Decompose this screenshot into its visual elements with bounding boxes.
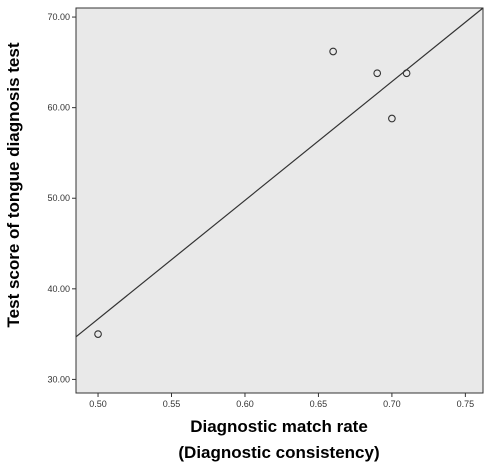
x-tick-label: 0.55 [163, 399, 181, 409]
x-tick-label: 0.65 [310, 399, 328, 409]
y-axis-title: Test score of tongue diagnosis test [4, 42, 23, 327]
data-point [388, 114, 396, 123]
fit-line-layer [75, 7, 484, 338]
y-tick-label: 40.00 [47, 284, 70, 294]
x-axis-title-line1: Diagnostic match rate [190, 417, 368, 436]
x-axis-title-line2: (Diagnostic consistency) [178, 443, 379, 462]
y-tick-label: 30.00 [47, 374, 70, 384]
data-point [373, 69, 382, 78]
y-tick-label: 60.00 [47, 103, 70, 113]
regression-line [75, 7, 484, 338]
x-tick-label: 0.70 [383, 399, 401, 409]
x-tick-label: 0.75 [457, 399, 475, 409]
y-tick-label: 50.00 [47, 193, 70, 203]
points-layer [94, 47, 411, 338]
data-point [329, 47, 337, 56]
data-point [402, 69, 411, 78]
ticks-layer: 0.50 0.55 0.60 0.65 0.70 0.75 30.00 40.00 50.00 6… [47, 12, 474, 409]
plot-area [75, 7, 484, 394]
x-tick-label: 0.50 [89, 399, 107, 409]
x-tick-label: 0.60 [236, 399, 254, 409]
data-point [94, 330, 102, 338]
y-tick-label: 70.00 [47, 12, 70, 22]
